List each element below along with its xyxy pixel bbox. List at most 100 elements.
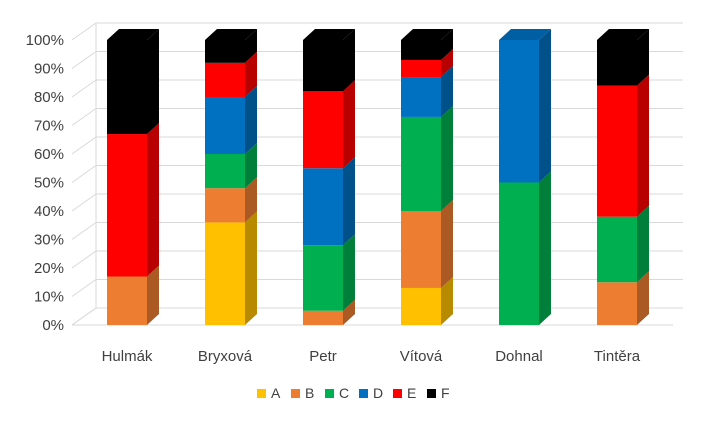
bar-stack (499, 29, 551, 325)
bar-segment-side (245, 29, 257, 63)
bar-segment-side (441, 276, 453, 325)
bar-top (597, 29, 649, 40)
legend-item: E (393, 385, 416, 401)
gridline (71, 165, 683, 183)
legend-swatch (257, 389, 266, 398)
legend-label: E (407, 385, 416, 401)
y-tick-label: 50% (34, 175, 64, 192)
bar-segment (205, 154, 245, 189)
y-tick-label: 40% (34, 203, 64, 220)
bar-top (401, 29, 453, 40)
bar-segment (597, 282, 637, 325)
legend-swatch (427, 389, 436, 398)
bar-top (205, 29, 257, 40)
bar-segment-side (637, 29, 649, 86)
bar-segment-side (343, 234, 355, 311)
legend-label: A (271, 385, 281, 401)
bar-segment (205, 62, 245, 97)
y-tick-label: 80% (34, 89, 64, 106)
gridline (71, 307, 683, 326)
legend-swatch (359, 389, 368, 398)
bar-segment-side (343, 29, 355, 92)
legend-item: B (291, 385, 314, 401)
y-tick-label: 70% (34, 118, 64, 135)
y-tick-label: 10% (34, 289, 64, 306)
bar-segment (401, 77, 441, 117)
legend-label: D (373, 385, 383, 401)
bar-segment (499, 40, 539, 183)
legend-item: C (325, 385, 349, 401)
bars (107, 29, 649, 325)
bar-segment (499, 182, 539, 325)
legend-item: A (257, 385, 281, 401)
bar-segment (401, 116, 441, 211)
bar-segment (303, 168, 343, 246)
bar-segment-side (441, 66, 453, 117)
gridline (71, 222, 683, 240)
x-category-label: Dohnal (495, 348, 543, 365)
bar-segment-side (539, 29, 551, 183)
y-tick-label: 100% (26, 32, 64, 49)
bar-segment-side (539, 171, 551, 325)
bar-segment-side (245, 211, 257, 325)
bar-segment (107, 40, 147, 135)
legend-label: F (441, 385, 450, 401)
bar-segment (597, 40, 637, 86)
bar-segment-side (147, 265, 159, 325)
bar-segment (205, 188, 245, 223)
bar-segment-side (245, 51, 257, 97)
bar-stack (401, 29, 453, 325)
bar-segment (205, 40, 245, 63)
bar-segment (401, 59, 441, 78)
bar-segment (401, 211, 441, 288)
bar-segment-side (637, 205, 649, 283)
gridline (71, 279, 683, 297)
bar-segment-side (147, 123, 159, 277)
bar-top (107, 29, 159, 40)
bar-segment (597, 85, 637, 217)
bar-segment-side (343, 80, 355, 169)
legend-item: D (359, 385, 383, 401)
bar-segment (303, 40, 343, 92)
bar-segment-side (637, 271, 649, 325)
y-tick-label: 30% (34, 232, 64, 249)
bar-segment-side (245, 177, 257, 223)
gridline (71, 51, 683, 69)
gridline (71, 108, 683, 126)
gridline (71, 250, 683, 269)
x-category-label: Petr (309, 348, 337, 365)
gridline (71, 22, 683, 41)
legend-item: F (427, 385, 450, 401)
legend-label: B (305, 385, 314, 401)
bar-stack (205, 29, 257, 325)
legend: A B C D E F (257, 385, 450, 401)
bar-stack (597, 29, 649, 325)
bar-segment (107, 276, 147, 325)
legend-swatch (393, 389, 402, 398)
gridline (71, 193, 683, 212)
x-category-label: Hulmák (102, 348, 153, 365)
bar-segment-side (343, 157, 355, 246)
x-axis-labels: Hulmák Bryxová Petr Vítová Dohnal Tintěra (102, 348, 641, 365)
y-tick-label: 20% (34, 260, 64, 277)
gridlines (71, 22, 683, 326)
y-tick-label: 0% (42, 317, 64, 334)
bar-segment (107, 134, 147, 277)
bar-segment-side (245, 86, 257, 154)
bar-stack (303, 29, 355, 325)
x-category-label: Vítová (400, 348, 443, 365)
bar-segment-side (343, 299, 355, 325)
bar-segment-side (441, 48, 453, 78)
bar-segment (205, 222, 245, 325)
bar-segment (401, 40, 441, 60)
x-category-label: Bryxová (198, 348, 253, 365)
bar-stack (107, 29, 159, 325)
legend-label: C (339, 385, 349, 401)
y-tick-label: 60% (34, 146, 64, 163)
bar-segment (303, 245, 343, 311)
bar-segment (303, 91, 343, 169)
bar-segment (205, 97, 245, 154)
legend-swatch (325, 389, 334, 398)
bar-segment (401, 287, 441, 325)
